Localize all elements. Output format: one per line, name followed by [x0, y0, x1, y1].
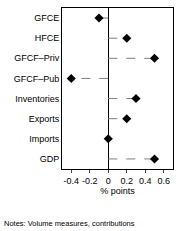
svg-text:GFCF–Priv: GFCF–Priv: [14, 53, 60, 63]
svg-text:GDP: GDP: [40, 154, 60, 164]
svg-text:0.2: 0.2: [120, 176, 133, 186]
svg-text:Notes: Volume measures, contri: Notes: Volume measures, contributionsto …: [4, 219, 135, 231]
svg-text:% points: % points: [100, 186, 135, 196]
svg-text:GFCF–Pub: GFCF–Pub: [14, 74, 60, 84]
svg-text:Imports: Imports: [29, 134, 60, 144]
svg-text:-0.4: -0.4: [63, 176, 79, 186]
svg-text:0: 0: [106, 176, 111, 186]
svg-text:HFCE: HFCE: [35, 33, 60, 43]
svg-text:Inventories: Inventories: [15, 94, 60, 104]
svg-text:Exports: Exports: [29, 114, 60, 124]
svg-text:-0.2: -0.2: [82, 176, 98, 186]
svg-text:GFCE: GFCE: [34, 13, 59, 23]
svg-text:0.6: 0.6: [157, 176, 170, 186]
svg-text:0.4: 0.4: [139, 176, 152, 186]
